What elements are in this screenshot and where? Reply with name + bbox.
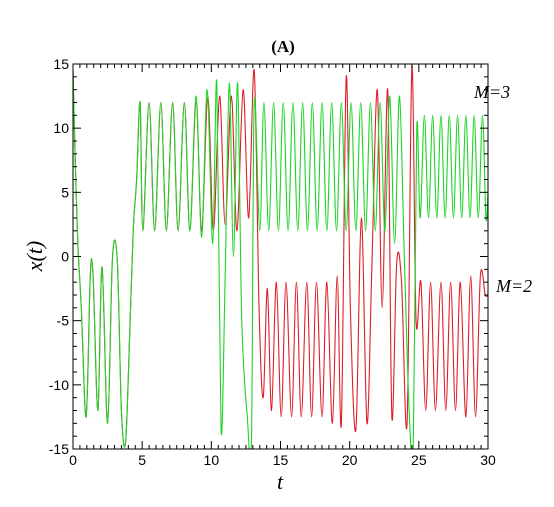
x-axis-title: t xyxy=(277,469,284,494)
x-tick-label: 15 xyxy=(273,452,289,468)
x-tick-label: 20 xyxy=(342,452,358,468)
x-tick-label: 30 xyxy=(480,452,496,468)
plot-frame xyxy=(72,63,489,450)
y-tick-label: -10 xyxy=(49,377,69,393)
series-layer xyxy=(73,65,488,449)
series-label-m3: M=3 xyxy=(473,82,510,102)
y-tick-label: -5 xyxy=(57,313,70,329)
x-tick-label: 10 xyxy=(204,452,220,468)
y-axis-title: x(t) xyxy=(22,241,47,273)
x-tick-label: 5 xyxy=(138,452,146,468)
y-tick-label: -15 xyxy=(49,441,69,457)
series-line-m2 xyxy=(73,65,488,448)
y-tick-label: 10 xyxy=(53,120,69,136)
y-tick-label: 5 xyxy=(61,184,69,200)
series-line-m3 xyxy=(73,70,488,449)
y-tick-label: 15 xyxy=(53,56,69,72)
plot-area xyxy=(72,63,489,450)
chart-title: (A) xyxy=(271,37,295,56)
ticks-layer: 0 5 10 15 20 25 30 -15 -10 -5 0 5 10 15 xyxy=(49,56,496,468)
series-label-m2: M=2 xyxy=(495,276,532,296)
x-tick-label: 0 xyxy=(69,452,77,468)
y-tick-label: 0 xyxy=(61,249,69,265)
x-tick-label: 25 xyxy=(411,452,427,468)
